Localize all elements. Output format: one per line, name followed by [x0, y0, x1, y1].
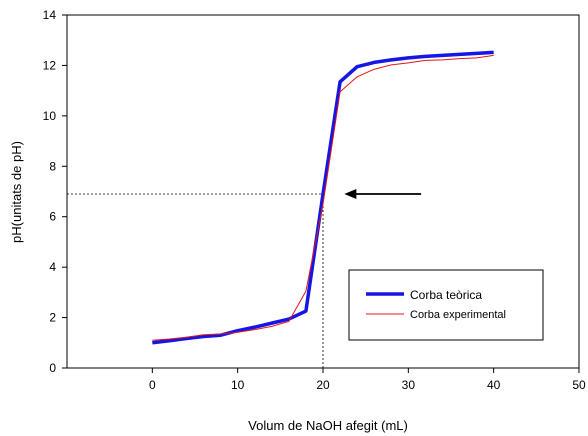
y-tick-label: 4 [49, 260, 56, 274]
x-tick-label: 0 [149, 378, 156, 392]
x-tick-label: 30 [402, 378, 416, 392]
x-tick-label: 40 [487, 378, 501, 392]
y-tick-label: 14 [43, 8, 57, 22]
y-tick-label: 0 [49, 361, 56, 375]
x-tick-label: 20 [316, 378, 330, 392]
legend-label-teorica: Corba teòrica [410, 288, 482, 302]
y-tick-label: 2 [49, 311, 56, 325]
legend-label-experimental: Corba experimental [410, 309, 506, 321]
series-layer [152, 50, 494, 345]
x-axis-title: Volum de NaOH afegit (mL) [248, 418, 408, 433]
y-tick-label: 6 [49, 210, 56, 224]
series-line-teorica [152, 50, 494, 345]
tick-layer: 0 10 20 30 40 50 0 2 4 6 8 10 12 14 [43, 8, 586, 392]
y-axis-title: pH(unitats de pH) [9, 141, 24, 243]
y-tick-label: 12 [43, 58, 57, 72]
legend-box [348, 269, 544, 341]
x-tick-label: 50 [572, 378, 586, 392]
guide-layer [67, 193, 324, 368]
x-tick-label: 10 [231, 378, 245, 392]
series-line-experimental [152, 54, 494, 341]
annotation-layer [344, 189, 422, 200]
legend: Corba teòrica Corba experimental [348, 269, 544, 341]
y-tick-label: 8 [49, 159, 56, 173]
y-tick-label: 10 [43, 109, 57, 123]
arrow-head [344, 189, 357, 200]
